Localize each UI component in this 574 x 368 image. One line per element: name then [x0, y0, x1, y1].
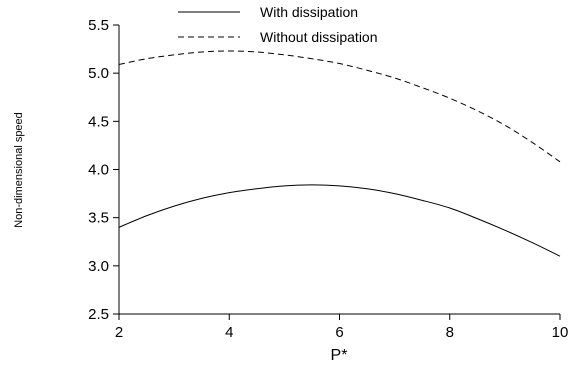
x-tick-label-2: 6	[335, 324, 343, 341]
legend: With dissipation Without dissipation	[178, 4, 378, 45]
legend-label-0: With dissipation	[260, 4, 358, 20]
y-tick-label-1: 3.0	[88, 258, 109, 275]
y-tick-label-0: 2.5	[88, 306, 109, 323]
y-tick-label-6: 5.5	[88, 17, 109, 34]
y-tick-label-4: 4.5	[88, 113, 109, 130]
y-tick-label-3: 4.0	[88, 162, 109, 179]
y-tick-label-5: 5.0	[88, 65, 109, 82]
y-tick-label-2: 3.5	[88, 210, 109, 227]
y-axis-title: Non-dimensional speed	[13, 112, 25, 228]
x-tick-label-0: 2	[115, 324, 123, 341]
x-ticks: 2 4 6 8 10	[115, 314, 569, 341]
series-layer	[118, 50, 561, 257]
series-line-with-dissipation	[118, 184, 561, 257]
legend-label-1: Without dissipation	[260, 29, 378, 45]
x-axis-title: P*	[331, 347, 348, 364]
y-ticks: 2.5 3.0 3.5 4.0 4.5 5.0 5.5	[88, 17, 119, 323]
plot-frame	[118, 25, 560, 315]
x-tick-label-4: 10	[552, 324, 569, 341]
x-tick-label-3: 8	[446, 324, 454, 341]
series-line-without-dissipation	[118, 50, 561, 163]
x-tick-label-1: 4	[225, 324, 233, 341]
